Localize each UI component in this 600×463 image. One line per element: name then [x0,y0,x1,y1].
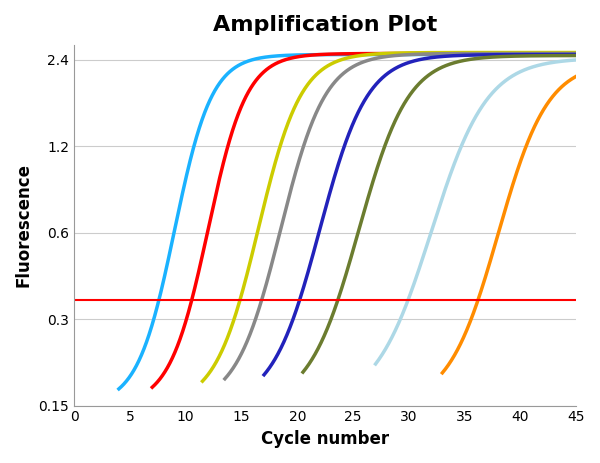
Y-axis label: Fluorescence: Fluorescence [15,163,33,287]
X-axis label: Cycle number: Cycle number [261,430,389,448]
Title: Amplification Plot: Amplification Plot [213,15,437,35]
